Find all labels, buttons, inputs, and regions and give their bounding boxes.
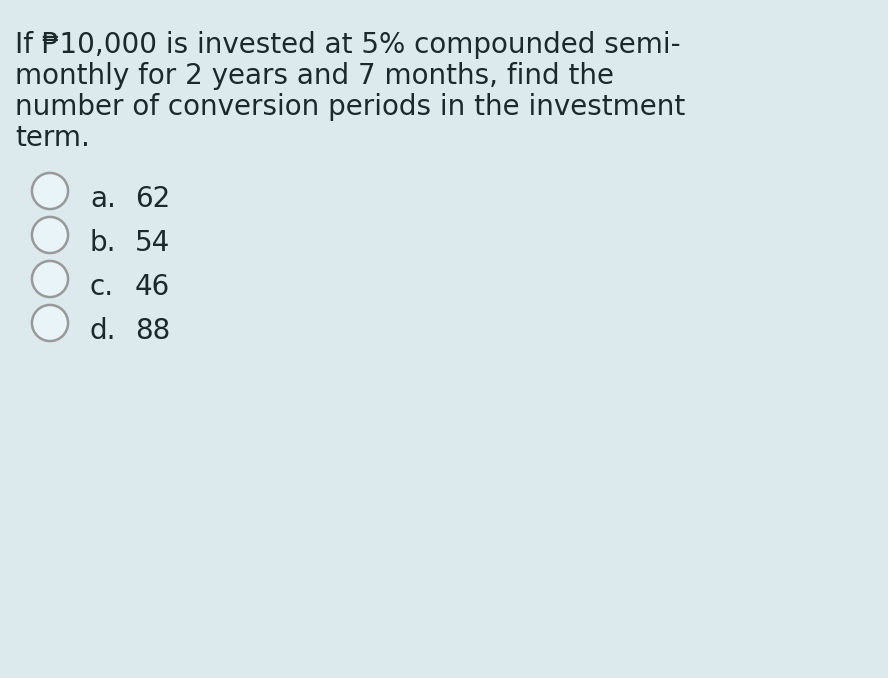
Text: number of conversion periods in the investment: number of conversion periods in the inve… xyxy=(15,93,686,121)
Circle shape xyxy=(32,261,68,297)
Text: If ₱10,000 is invested at 5% compounded semi-: If ₱10,000 is invested at 5% compounded … xyxy=(15,31,680,59)
Circle shape xyxy=(32,173,68,209)
Circle shape xyxy=(32,217,68,253)
Text: d.: d. xyxy=(90,317,116,345)
Circle shape xyxy=(32,305,68,341)
Text: 54: 54 xyxy=(135,229,170,257)
Text: 88: 88 xyxy=(135,317,170,345)
Text: 62: 62 xyxy=(135,185,170,213)
Text: b.: b. xyxy=(90,229,116,257)
Text: monthly for 2 years and 7 months, find the: monthly for 2 years and 7 months, find t… xyxy=(15,62,614,90)
Text: 46: 46 xyxy=(135,273,170,301)
Text: a.: a. xyxy=(90,185,115,213)
Text: term.: term. xyxy=(15,124,90,152)
Text: c.: c. xyxy=(90,273,115,301)
